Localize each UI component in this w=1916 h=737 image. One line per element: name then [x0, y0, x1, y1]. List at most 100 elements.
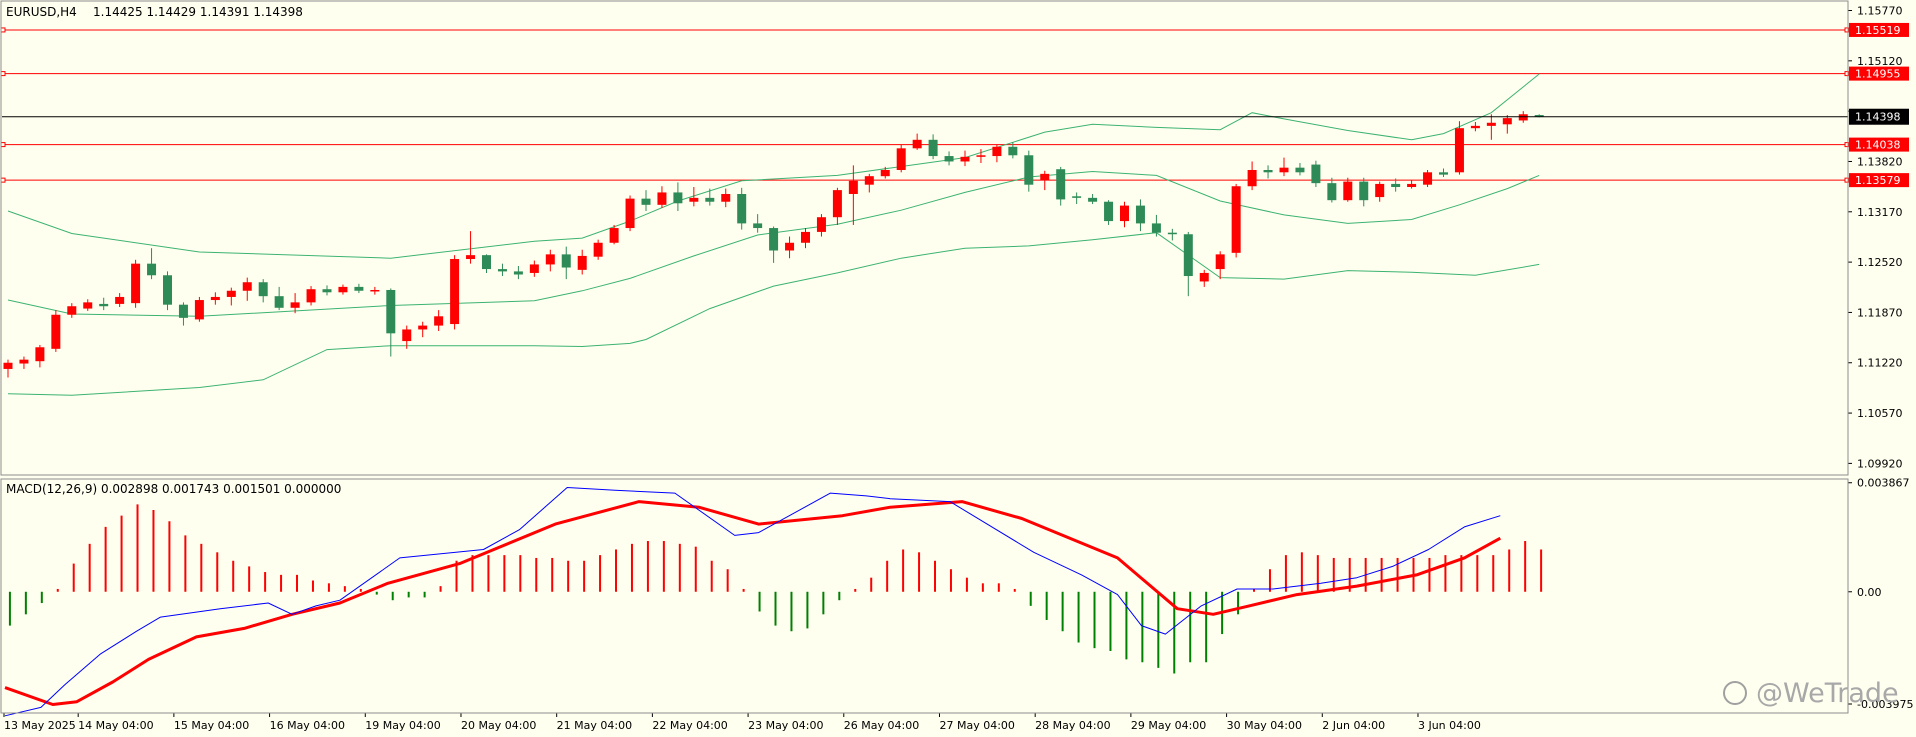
candle-body	[1534, 115, 1544, 117]
candle-body	[928, 139, 938, 157]
candle-body	[115, 296, 125, 304]
candle-body	[322, 289, 332, 293]
candle-body	[1024, 155, 1034, 185]
macd-tick-label: 0.003867	[1857, 477, 1910, 490]
candle-body	[944, 156, 954, 162]
candle-body	[769, 228, 779, 251]
candle-body	[1104, 201, 1114, 222]
time-tick-label: 30 May 04:00	[1227, 719, 1302, 732]
candle-body	[1359, 181, 1369, 201]
candle-body	[864, 176, 874, 185]
price-pane-frame	[0, 0, 1849, 476]
candle-body	[1056, 169, 1066, 200]
candle-body	[290, 302, 300, 308]
candle-body	[131, 263, 141, 304]
candle-body	[689, 197, 699, 202]
candle-body	[976, 155, 986, 157]
candle-body	[1215, 254, 1225, 270]
candle-body	[99, 303, 109, 307]
candle-body	[370, 289, 380, 292]
macd-pane-frame	[0, 478, 1849, 714]
level-price-tag	[1849, 137, 1909, 152]
level-line-handle	[0, 27, 6, 33]
time-tick-label: 16 May 04:00	[270, 719, 345, 732]
candle-body	[1486, 122, 1496, 126]
candle-body	[258, 282, 268, 297]
candle-body	[226, 290, 236, 297]
candle-body	[1247, 169, 1257, 187]
candle-body	[513, 271, 523, 275]
candle-body	[785, 242, 795, 251]
candle-body	[1008, 146, 1018, 156]
candle-body	[801, 231, 810, 243]
level-price-tag	[1849, 66, 1909, 81]
price-tick-label: 1.15120	[1857, 55, 1903, 68]
candle-body	[306, 289, 316, 303]
level-price-label: 1.14955	[1855, 68, 1901, 81]
signal-line	[4, 500, 1502, 706]
time-tick-label: 3 Jun 04:00	[1418, 719, 1481, 732]
time-tick-label: 15 May 04:00	[174, 719, 249, 732]
candle-body	[163, 275, 172, 305]
price-tick-label: 1.12520	[1857, 256, 1903, 269]
current-price-label: 1.14398	[1855, 111, 1901, 124]
horizontal-levels	[0, 27, 1850, 183]
level-price-label: 1.13579	[1855, 174, 1901, 187]
candle-body	[1375, 183, 1385, 198]
candle-body	[178, 304, 188, 318]
current-price-tag	[1849, 108, 1909, 125]
candle-body	[1311, 164, 1321, 184]
candle-body	[19, 359, 29, 364]
time-tick-label: 28 May 04:00	[1035, 719, 1110, 732]
candle-body	[1423, 172, 1433, 185]
macd-axis: 0.003867 0.00 -0.003975	[1848, 477, 1913, 711]
level-price-label: 1.15519	[1855, 24, 1901, 37]
candle-body	[896, 148, 906, 170]
macd-pane[interactable]: MACD(12,26,9) 0.002898 0.001743 0.001501…	[4, 482, 1543, 717]
level-price-label: 1.14038	[1855, 139, 1901, 152]
candle-body	[194, 300, 204, 320]
level-price-tag	[1849, 173, 1909, 188]
macd-histogram	[8, 504, 1543, 674]
candle-body	[657, 192, 667, 205]
candle-body	[1502, 118, 1512, 125]
candle-body	[3, 362, 13, 369]
time-tick-label: 27 May 04:00	[939, 719, 1014, 732]
pane-frames	[0, 0, 1849, 714]
price-axis[interactable]: 1.15519 1.14955 1.14038 1.13579 1.15770 1.151…	[1848, 5, 1909, 471]
price-tick-label: 1.15770	[1857, 5, 1903, 18]
candle-body	[593, 242, 603, 257]
candle-body	[848, 180, 858, 194]
candle-body	[242, 282, 252, 291]
candle-body	[1120, 205, 1129, 222]
candle-body	[832, 190, 842, 218]
candle-body	[83, 302, 93, 309]
time-tick-label: 2 Jun 04:00	[1322, 719, 1385, 732]
time-tick-label: 20 May 04:00	[461, 719, 536, 732]
candle-body	[577, 255, 587, 270]
bollinger-bands	[7, 73, 1540, 396]
candle-body	[1231, 186, 1241, 253]
candle-body	[1391, 183, 1401, 188]
macd-line	[4, 487, 1501, 717]
candle-body	[992, 146, 1002, 157]
price-pane[interactable]: EURUSD,H4 1.14425 1.14429 1.14391 1.1439…	[0, 5, 1850, 396]
candle-body	[1199, 272, 1209, 282]
candle-body	[210, 296, 220, 301]
candle-body	[705, 197, 715, 202]
candle-body	[545, 254, 555, 265]
watermark-logo-icon	[1723, 681, 1747, 705]
candle-body	[1040, 173, 1050, 181]
candle-body	[529, 264, 539, 273]
level-price-tag	[1849, 22, 1909, 37]
time-tick-label: 29 May 04:00	[1131, 719, 1206, 732]
time-axis[interactable]: 13 May 2025 14 May 04:00 15 May 04:00 16 Ma…	[3, 713, 1481, 732]
time-tick-label: 13 May 2025	[4, 719, 76, 732]
candle-body	[51, 314, 61, 349]
price-tick-label: 1.09920	[1857, 457, 1903, 470]
candle-body	[402, 329, 412, 342]
candle-body	[1072, 196, 1082, 198]
time-tick-label: 21 May 04:00	[557, 719, 632, 732]
candle-body	[466, 255, 476, 260]
